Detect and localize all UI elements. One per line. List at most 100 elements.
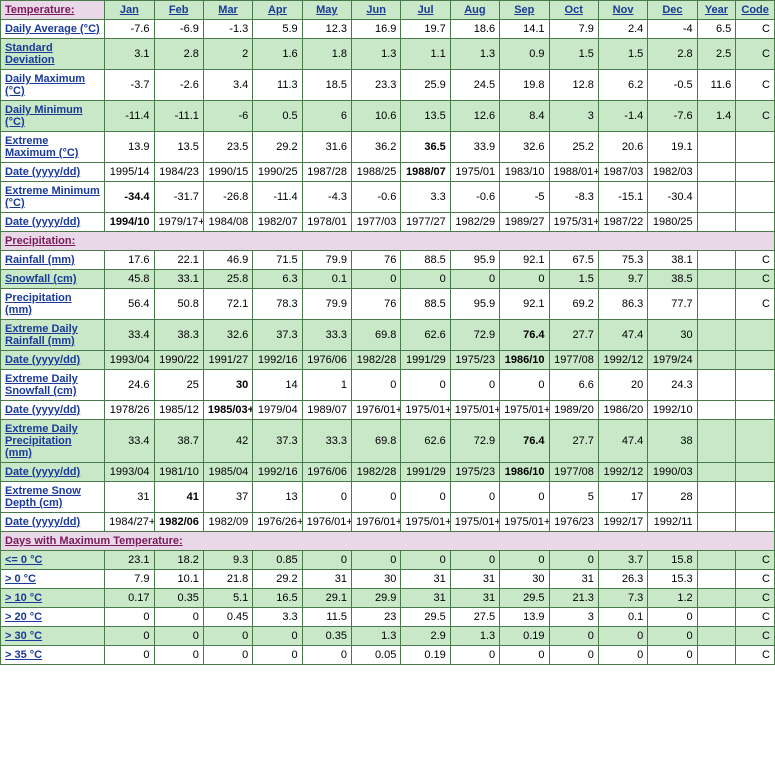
data-cell: 0	[352, 270, 401, 289]
row-label[interactable]: Date (yyyy/dd)	[1, 163, 105, 182]
row-label[interactable]: > 35 °C	[1, 646, 105, 665]
column-header[interactable]: Mar	[203, 1, 252, 20]
column-header-link[interactable]: Sep	[514, 4, 534, 16]
row-label[interactable]: Extreme Daily Rainfall (mm)	[1, 320, 105, 351]
row-label[interactable]: Snowfall (cm)	[1, 270, 105, 289]
column-header[interactable]: Jul	[401, 1, 450, 20]
row-label[interactable]: > 10 °C	[1, 589, 105, 608]
row-label[interactable]: Date (yyyy/dd)	[1, 401, 105, 420]
row-label-link[interactable]: <= 0 °C	[5, 554, 42, 566]
column-header[interactable]: Jan	[105, 1, 154, 20]
data-cell: 1.5	[549, 270, 598, 289]
row-label[interactable]: Rainfall (mm)	[1, 251, 105, 270]
data-cell: 0	[450, 482, 499, 513]
column-header[interactable]: Nov	[598, 1, 647, 20]
row-label-link[interactable]: Precipitation (mm)	[5, 292, 72, 316]
column-header-link[interactable]: May	[316, 4, 337, 16]
data-cell: 72.1	[203, 289, 252, 320]
row-label-link[interactable]: Date (yyyy/dd)	[5, 216, 80, 228]
column-header-link[interactable]: Dec	[662, 4, 682, 16]
row-label-link[interactable]: Date (yyyy/dd)	[5, 166, 80, 178]
row-label[interactable]: Extreme Snow Depth (cm)	[1, 482, 105, 513]
data-cell: 75.3	[598, 251, 647, 270]
data-cell	[697, 627, 736, 646]
column-header-link[interactable]: Nov	[613, 4, 634, 16]
column-header[interactable]: Year	[697, 1, 736, 20]
data-cell: 67.5	[549, 251, 598, 270]
column-header-link[interactable]: Code	[741, 4, 769, 16]
data-cell: 1988/07	[401, 163, 450, 182]
row-label-link[interactable]: Date (yyyy/dd)	[5, 354, 80, 366]
row-label[interactable]: Extreme Daily Snowfall (cm)	[1, 370, 105, 401]
data-cell: 79.9	[302, 251, 351, 270]
column-header[interactable]: Jun	[352, 1, 401, 20]
column-header-link[interactable]: Jan	[120, 4, 139, 16]
column-header-link[interactable]: Mar	[218, 4, 238, 16]
row-label-link[interactable]: > 30 °C	[5, 630, 42, 642]
row-label[interactable]: > 20 °C	[1, 608, 105, 627]
row-label-link[interactable]: Snowfall (cm)	[5, 273, 77, 285]
row-label-link[interactable]: Standard Deviation	[5, 42, 55, 66]
row-label[interactable]: <= 0 °C	[1, 551, 105, 570]
row-label-link[interactable]: Date (yyyy/dd)	[5, 516, 80, 528]
row-label-link[interactable]: Daily Minimum (°C)	[5, 104, 83, 128]
data-cell: 13.9	[105, 132, 154, 163]
row-label-link[interactable]: > 0 °C	[5, 573, 36, 585]
data-cell	[697, 463, 736, 482]
row-label-link[interactable]: Extreme Daily Precipitation (mm)	[5, 423, 78, 459]
data-cell: 1987/28	[302, 163, 351, 182]
data-cell	[697, 213, 736, 232]
row-label[interactable]: Daily Maximum (°C)	[1, 70, 105, 101]
row-label[interactable]: Date (yyyy/dd)	[1, 213, 105, 232]
column-header-link[interactable]: Jun	[366, 4, 386, 16]
data-cell: 2	[203, 39, 252, 70]
row-label-link[interactable]: Extreme Daily Rainfall (mm)	[5, 323, 78, 347]
row-label-link[interactable]: Date (yyyy/dd)	[5, 466, 80, 478]
data-cell: 0	[500, 270, 549, 289]
row-label-link[interactable]: Extreme Snow Depth (cm)	[5, 485, 81, 509]
column-header-link[interactable]: Aug	[464, 4, 485, 16]
column-header-link[interactable]: Apr	[268, 4, 287, 16]
row-label[interactable]: Standard Deviation	[1, 39, 105, 70]
row-label-link[interactable]: Date (yyyy/dd)	[5, 404, 80, 416]
row-label-link[interactable]: Extreme Daily Snowfall (cm)	[5, 373, 78, 397]
column-header-link[interactable]: Oct	[565, 4, 583, 16]
row-label-link[interactable]: Daily Average (°C)	[5, 23, 100, 35]
row-label[interactable]: Precipitation (mm)	[1, 289, 105, 320]
data-cell: 0	[401, 270, 450, 289]
data-cell: C	[736, 627, 775, 646]
column-header[interactable]: Feb	[154, 1, 203, 20]
column-header-link[interactable]: Feb	[169, 4, 189, 16]
row-label-link[interactable]: Daily Maximum (°C)	[5, 73, 85, 97]
data-cell: 95.9	[450, 251, 499, 270]
column-header[interactable]: May	[302, 1, 351, 20]
row-label[interactable]: Date (yyyy/dd)	[1, 463, 105, 482]
row-label[interactable]: Daily Average (°C)	[1, 20, 105, 39]
column-header[interactable]: Aug	[450, 1, 499, 20]
row-label[interactable]: > 0 °C	[1, 570, 105, 589]
column-header[interactable]: Oct	[549, 1, 598, 20]
column-header[interactable]: Code	[736, 1, 775, 20]
row-label[interactable]: Date (yyyy/dd)	[1, 351, 105, 370]
column-header-link[interactable]: Year	[705, 4, 728, 16]
column-header-link[interactable]: Jul	[418, 4, 434, 16]
data-cell: 0	[302, 646, 351, 665]
row-label[interactable]: Daily Minimum (°C)	[1, 101, 105, 132]
row-label[interactable]: Date (yyyy/dd)	[1, 513, 105, 532]
data-cell: 1.2	[648, 589, 697, 608]
row-label-link[interactable]: > 10 °C	[5, 592, 42, 604]
row-label-link[interactable]: > 35 °C	[5, 649, 42, 661]
row-label[interactable]: Extreme Daily Precipitation (mm)	[1, 420, 105, 463]
row-label-link[interactable]: Extreme Maximum (°C)	[5, 135, 78, 159]
row-label-link[interactable]: > 20 °C	[5, 611, 42, 623]
row-label[interactable]: Extreme Maximum (°C)	[1, 132, 105, 163]
column-header[interactable]: Apr	[253, 1, 302, 20]
row-label-link[interactable]: Extreme Minimum (°C)	[5, 185, 100, 209]
row-label[interactable]: > 30 °C	[1, 627, 105, 646]
row-label[interactable]: Extreme Minimum (°C)	[1, 182, 105, 213]
column-header[interactable]: Dec	[648, 1, 697, 20]
data-cell: 0.85	[253, 551, 302, 570]
row-label-link[interactable]: Rainfall (mm)	[5, 254, 75, 266]
data-cell: 27.7	[549, 320, 598, 351]
column-header[interactable]: Sep	[500, 1, 549, 20]
